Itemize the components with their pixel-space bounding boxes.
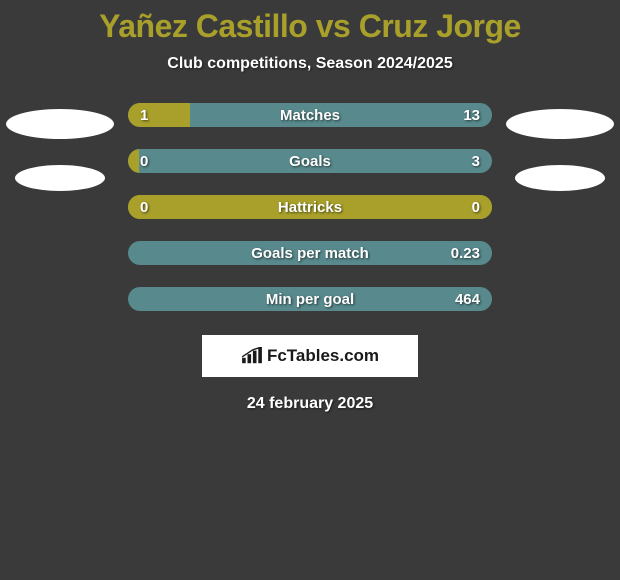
- stat-value-right: 13: [463, 103, 480, 127]
- stat-bar: Hattricks0 0: [128, 195, 492, 219]
- stat-bar: Goals0 3: [128, 149, 492, 173]
- player-right-ellipse: [515, 165, 605, 191]
- brand-box: FcTables.com: [202, 335, 418, 377]
- stat-bars-column: Matches113Goals03Hattricks00Goals per ma…: [120, 103, 500, 311]
- stats-area: Matches113Goals03Hattricks00Goals per ma…: [0, 103, 620, 311]
- comparison-title: Yañez Castillo vs Cruz Jorge: [0, 8, 620, 45]
- stat-value-right: 0.23: [451, 241, 480, 265]
- player-right-ellipse: [506, 109, 614, 139]
- stat-value-left: 0: [140, 149, 148, 173]
- stat-label: Min per goal: [128, 287, 492, 311]
- stat-value-left: 0: [140, 195, 148, 219]
- stat-bar: Matches1 13: [128, 103, 492, 127]
- player-left-ellipse: [6, 109, 114, 139]
- stat-label: Goals per match: [128, 241, 492, 265]
- stat-bar: Min per goal464: [128, 287, 492, 311]
- comparison-date: 24 february 2025: [0, 395, 620, 413]
- player-left-ellipse: [15, 165, 105, 191]
- stat-bar: Goals per match0.23: [128, 241, 492, 265]
- stat-value-right: 3: [472, 149, 480, 173]
- brand-text: FcTables.com: [267, 346, 379, 366]
- stat-label: Hattricks: [128, 195, 492, 219]
- bar-chart-icon: [241, 347, 263, 365]
- stat-value-right: 0: [472, 195, 480, 219]
- comparison-subtitle: Club competitions, Season 2024/2025: [0, 55, 620, 73]
- stat-value-left: 1: [140, 103, 148, 127]
- stat-label: Matches: [128, 103, 492, 127]
- player-left-avatars: [0, 103, 120, 191]
- stat-value-right: 464: [455, 287, 480, 311]
- stat-label: Goals: [128, 149, 492, 173]
- infographic-root: Yañez Castillo vs Cruz Jorge Club compet…: [0, 0, 620, 413]
- player-right-avatars: [500, 103, 620, 191]
